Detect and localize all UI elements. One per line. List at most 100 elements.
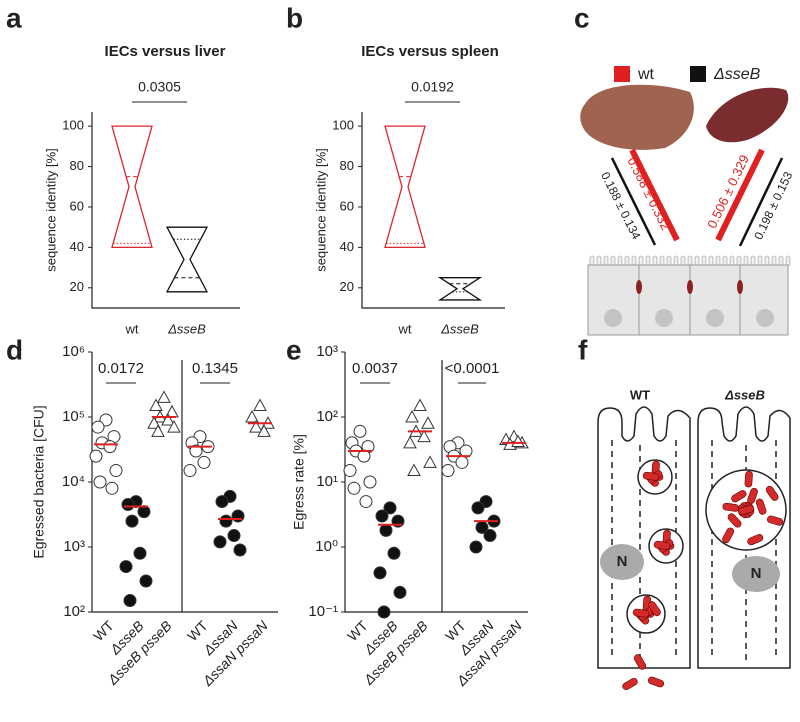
bacterium (653, 540, 671, 550)
data-point (197, 455, 211, 469)
data-point (139, 574, 153, 588)
bacterium (722, 527, 735, 544)
data-point (245, 409, 259, 423)
bacterium (727, 513, 742, 528)
bacterium (747, 487, 758, 504)
data-point (379, 523, 393, 537)
y-axis-label: Egress rate [%] (291, 434, 307, 530)
bacterium (755, 498, 767, 515)
y-axis-label: sequence identity [%] (43, 148, 58, 272)
data-point (103, 440, 117, 454)
y-tick-label: 40 (340, 239, 354, 254)
data-point (403, 435, 417, 449)
panel-letter: b (286, 2, 303, 33)
y-tick-label: 10² (63, 603, 85, 620)
panel-c: wt ΔsseB 0.588 ± 0.332 0.188 ± 0.134 0.5… (580, 66, 795, 336)
bacterium (633, 654, 647, 670)
data-point (405, 409, 419, 423)
data-point (119, 560, 133, 574)
data-point (161, 412, 175, 426)
nucleus (600, 544, 644, 580)
cell-nucleus (655, 309, 673, 327)
data-point (149, 398, 163, 412)
data-point (413, 398, 427, 412)
chart-title: IECs versus spleen (361, 43, 499, 60)
bacterium (737, 505, 755, 515)
data-point (257, 424, 271, 437)
violin (384, 125, 426, 249)
data-point (343, 464, 357, 478)
legend-swatch (690, 66, 706, 82)
axis (91, 112, 240, 309)
data-point (213, 535, 227, 549)
data-point (109, 464, 123, 478)
data-point (407, 463, 421, 477)
y-tick-label: 20 (340, 279, 354, 294)
p-value: 0.0172 (98, 360, 144, 377)
cell-nucleus (604, 309, 622, 327)
violin (437, 277, 483, 301)
x-tick-label: ΔsseB (167, 321, 206, 336)
panel-letter: a (6, 2, 22, 33)
y-tick-label: 10² (316, 408, 338, 425)
y-tick-label: 10⁰ (315, 538, 338, 555)
y-tick-label: 40 (70, 239, 84, 254)
panel-f: WT ΔsseB N N (597, 387, 791, 691)
y-tick-label: 20 (70, 279, 84, 294)
nucleus-label: N (617, 553, 628, 570)
panel-letter: e (286, 334, 302, 365)
data-point (219, 514, 233, 528)
cell-outline (597, 406, 691, 669)
tight-junction (636, 280, 642, 294)
y-tick-label: 10⁵ (62, 408, 85, 425)
y-tick-label: 10⁴ (62, 473, 85, 490)
tight-junction (737, 280, 743, 294)
cell-label: WT (630, 387, 650, 402)
liver-icon (580, 84, 694, 150)
violin (165, 226, 209, 293)
data-point (167, 420, 181, 433)
bacterium (632, 608, 650, 618)
data-point (249, 420, 263, 433)
y-tick-label: 80 (340, 158, 354, 173)
bacterium (744, 470, 753, 488)
p-value: 0.1345 (192, 360, 238, 377)
legend-swatch (614, 66, 630, 82)
cell-label: ΔsseB (724, 387, 765, 402)
data-point (89, 449, 103, 463)
y-axis-label: Egressed bacteria [CFU] (31, 405, 47, 558)
axis (361, 112, 505, 309)
panel-letter: c (574, 2, 590, 33)
violin (111, 125, 153, 249)
data-point (147, 416, 161, 429)
data-point (471, 501, 485, 515)
data-point (121, 498, 135, 512)
bacterium (747, 534, 764, 546)
data-point (375, 509, 389, 523)
data-point (441, 464, 455, 478)
x-tick-label: wt (125, 321, 139, 336)
y-tick-label: 10³ (63, 538, 85, 555)
data-point (227, 529, 241, 543)
legend-label: wt (637, 66, 655, 83)
cell-outline (697, 406, 791, 669)
bacterium (647, 676, 665, 688)
y-tick-label: 100 (62, 118, 84, 133)
tight-junction (687, 280, 693, 294)
y-tick-label: 60 (340, 198, 354, 213)
data-point (125, 514, 139, 528)
legend-label: ΔsseB (713, 66, 761, 83)
spleen-icon (706, 87, 789, 143)
bacterium (648, 601, 661, 617)
data-point (469, 540, 483, 554)
panel-letter: d (6, 334, 23, 365)
x-tick-label: ΔsseB (440, 321, 479, 336)
data-point (215, 495, 229, 509)
data-point (253, 398, 267, 412)
data-point (347, 481, 361, 495)
p-value: 0.0305 (138, 79, 181, 95)
data-point (373, 566, 387, 580)
mutant-bar (610, 157, 657, 246)
nucleus (732, 556, 780, 592)
